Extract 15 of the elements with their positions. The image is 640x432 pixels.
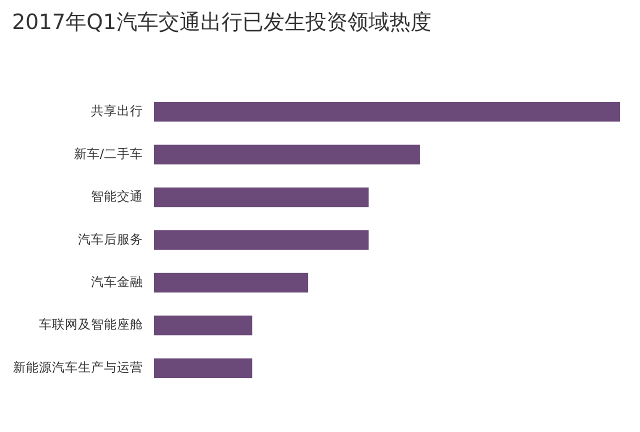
bar bbox=[154, 144, 420, 164]
chart-title: 2017年Q1汽车交通出行已发生投资领域热度 bbox=[12, 9, 432, 36]
y-tick-label: 共享出行 bbox=[91, 103, 143, 118]
y-tick-label: 智能交通 bbox=[91, 188, 143, 204]
bar bbox=[154, 102, 620, 122]
y-tick-label: 新能源汽车生产与运营 bbox=[13, 359, 143, 374]
y-tick-label: 汽车金融 bbox=[91, 274, 143, 289]
bar bbox=[154, 187, 369, 208]
y-tick-label: 汽车后服务 bbox=[78, 231, 143, 246]
bar bbox=[154, 358, 252, 378]
bar bbox=[154, 272, 308, 293]
y-tick-label: 新车/二手车 bbox=[74, 146, 143, 161]
bar bbox=[154, 316, 252, 336]
y-tick-label: 车联网及智能座舱 bbox=[39, 316, 143, 332]
bar bbox=[154, 230, 369, 250]
